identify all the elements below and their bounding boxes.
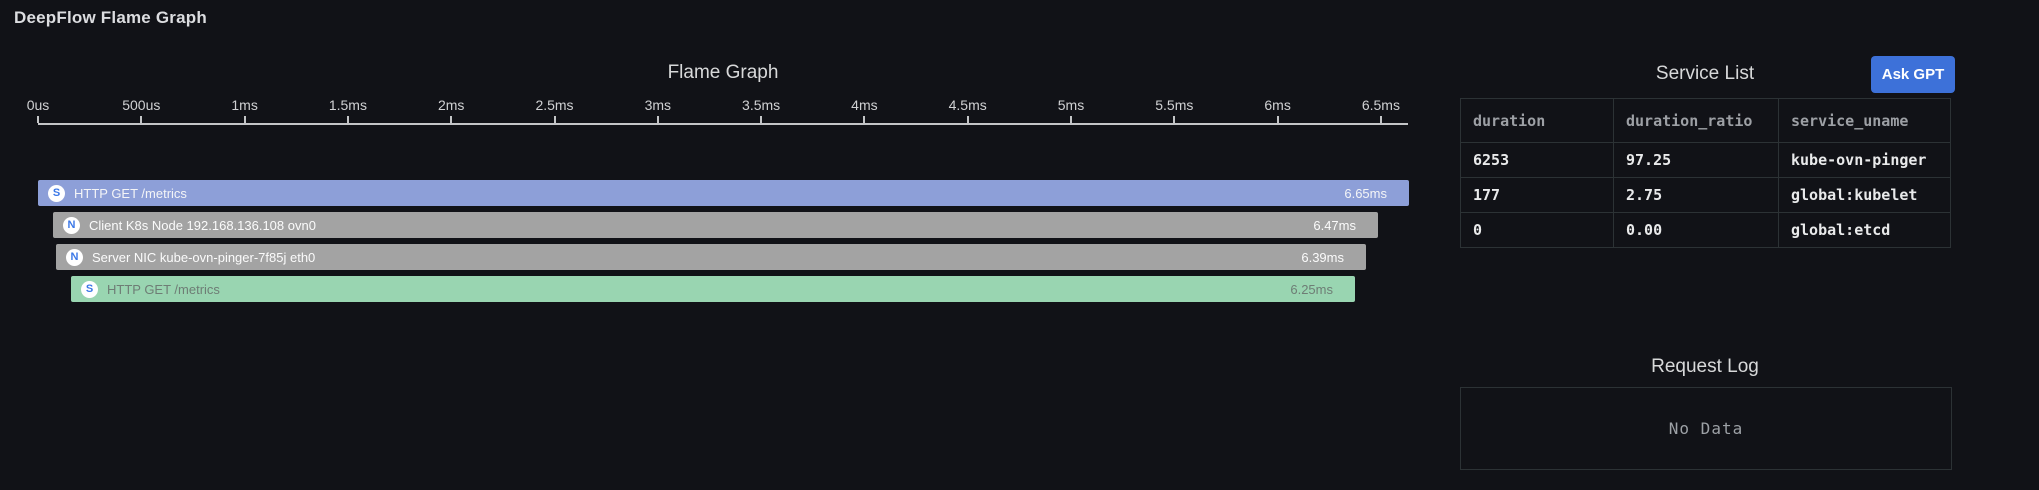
axis-tick-label: 5.5ms <box>1155 97 1194 113</box>
axis-tick-mark <box>1173 116 1176 123</box>
axis-tick-label: 500us <box>122 97 161 113</box>
ask-gpt-button[interactable]: Ask GPT <box>1871 56 1955 93</box>
axis-tick-mark <box>450 116 453 123</box>
axis-tick-mark <box>760 116 763 123</box>
axis-tick-mark <box>1276 116 1279 123</box>
flame-bar-duration: 6.65ms <box>1344 185 1387 201</box>
request-log-empty-box: No Data <box>1460 387 1952 470</box>
flame-bar[interactable]: S HTTP GET /metrics 6.65ms <box>38 180 1409 206</box>
axis-tick-mark <box>346 116 349 123</box>
axis-tick-mark <box>1070 116 1072 123</box>
service-table-cell: 0 <box>1460 212 1614 248</box>
axis-tick-label: 2ms <box>437 97 465 113</box>
flame-graph-title: Flame Graph <box>667 62 779 83</box>
service-list-title: Service List <box>1655 63 1755 84</box>
axis-tick-label: 3ms <box>644 97 672 113</box>
axis-tick-label: 5ms <box>1057 97 1085 113</box>
service-table-cell: 2.75 <box>1613 177 1779 213</box>
axis-tick-label: 4ms <box>851 97 878 113</box>
service-table-cell: global:kubelet <box>1778 177 1951 213</box>
flame-bar-duration: 6.47ms <box>1313 217 1356 233</box>
service-table-row[interactable]: 6253 97.25 kube-ovn-pinger <box>1460 142 1951 178</box>
service-table-head: duration duration_ratio service_uname <box>1460 98 1951 143</box>
axis-tick-mark <box>1379 116 1382 123</box>
service-table-cell: 177 <box>1460 177 1614 213</box>
service-table-cell: 0.00 <box>1613 212 1779 248</box>
service-table-cell: global:etcd <box>1778 212 1951 248</box>
service-table-header-row: duration duration_ratio service_uname <box>1460 98 1951 143</box>
flame-bar-label: HTTP GET /metrics <box>107 281 220 297</box>
axis-tick-label: 0us <box>26 97 50 113</box>
flame-bar[interactable]: N Server NIC kube-ovn-pinger-7f85j eth0 6.… <box>56 244 1366 270</box>
service-list-table: duration duration_ratio service_uname 6253… <box>1460 98 1951 248</box>
flame-bar-label: HTTP GET /metrics <box>74 185 187 201</box>
axis-tick-label: 1ms <box>231 97 258 113</box>
n-type-icon: N <box>63 216 80 234</box>
flame-bar[interactable]: N Client K8s Node 192.168.136.108 ovn0 6.4… <box>53 212 1378 238</box>
service-table-column-header: duration <box>1460 98 1614 143</box>
axis-tick-label: 1.5ms <box>328 97 367 113</box>
flame-bar-duration: 6.25ms <box>1290 281 1333 297</box>
s-type-icon: S <box>48 184 65 202</box>
axis-tick-mark <box>656 116 659 123</box>
service-table-column-header: duration_ratio <box>1613 98 1779 143</box>
n-type-icon: N <box>66 248 83 266</box>
axis-tick-label: 3.5ms <box>742 97 781 113</box>
axis-tick-mark <box>37 116 39 123</box>
axis-tick-label: 6ms <box>1264 97 1291 113</box>
axis-tick-mark <box>140 116 143 123</box>
s-type-icon: S <box>81 280 98 298</box>
service-table-row[interactable]: 0 0.00 global:etcd <box>1460 212 1951 248</box>
service-table-cell: kube-ovn-pinger <box>1778 142 1951 178</box>
flame-bar-label: Server NIC kube-ovn-pinger-7f85j eth0 <box>92 249 316 265</box>
axis-tick-mark <box>966 116 969 123</box>
service-table-row[interactable]: 177 2.75 global:kubelet <box>1460 177 1951 213</box>
axis-tick-mark <box>553 116 556 123</box>
request-log-title: Request Log <box>1651 356 1759 377</box>
axis-tick-label: 6.5ms <box>1361 97 1400 113</box>
service-table-cell: 97.25 <box>1613 142 1779 178</box>
axis-tick-label: 2.5ms <box>535 97 574 113</box>
no-data-text: No Data <box>1668 419 1744 438</box>
flame-bar-label: Client K8s Node 192.168.136.108 ovn0 <box>89 217 316 233</box>
service-table-cell: 6253 <box>1460 142 1614 178</box>
service-table-column-header: service_uname <box>1778 98 1951 143</box>
axis-tick-label: 4.5ms <box>948 97 987 113</box>
service-table-body: 6253 97.25 kube-ovn-pinger 177 2.75 global:ku… <box>1460 142 1951 248</box>
axis-tick-mark <box>243 116 246 123</box>
time-axis: 0us 500us 1ms 1.5ms 2ms 2.5ms 3ms 3.5ms 4ms 4.5ms… <box>27 96 1408 125</box>
page-title: DeepFlow Flame Graph <box>14 8 207 27</box>
flame-bar[interactable]: S HTTP GET /metrics 6.25ms <box>71 276 1355 302</box>
axis-tick-mark <box>863 116 866 123</box>
flame-bar-duration: 6.39ms <box>1301 249 1344 265</box>
